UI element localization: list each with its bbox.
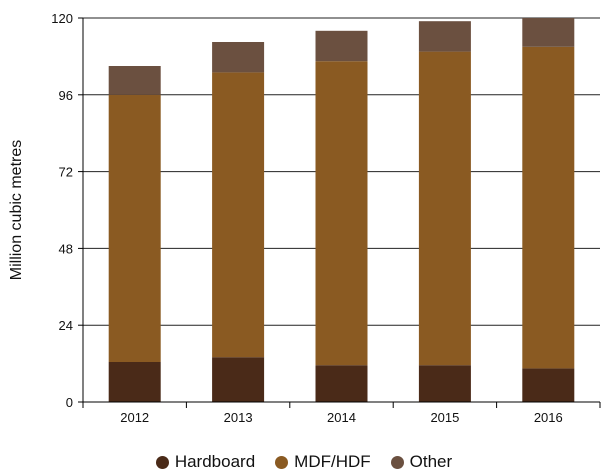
x-tick-labels: 2012 2013 2014 2015 2016: [82, 402, 601, 425]
bar-2012-mdf-hdf: [108, 94, 161, 363]
bar-2016-hardboard: [522, 368, 575, 402]
y-tick-label-72: 72: [59, 165, 73, 180]
bar-2012-other: [108, 66, 161, 95]
y-tick-label-96: 96: [59, 88, 73, 103]
legend-swatch-other: [390, 455, 404, 469]
x-tick-label-2016: 2016: [534, 410, 563, 425]
bar-2016-other: [522, 18, 575, 47]
bar-2014-other: [315, 30, 368, 62]
axes: [82, 18, 600, 403]
y-tick-label-0: 0: [66, 395, 73, 410]
bar-2015-other: [418, 21, 471, 52]
y-tick-label-48: 48: [59, 241, 73, 256]
bar-2013-other: [212, 42, 265, 73]
legend-label-other: Other: [409, 452, 453, 471]
bars: [108, 18, 575, 402]
bar-2013-hardboard: [212, 357, 265, 402]
legend-item-other: Other: [390, 452, 453, 472]
x-tick-label-2014: 2014: [327, 410, 356, 425]
y-tick-labels: 0 24 48 72 96 120: [51, 11, 83, 410]
bar-2015-hardboard: [418, 365, 471, 402]
legend-item-hardboard: Hardboard: [155, 452, 256, 472]
legend-label-hardboard: Hardboard: [174, 452, 256, 471]
legend-label-mdf-hdf: MDF/HDF: [294, 452, 371, 471]
stacked-bar-chart: 0 24 48 72 96 120 2012 2013 2014 2015 2016 Millio…: [8, 11, 601, 425]
legend: Hardboard MDF/HDF Other: [0, 452, 608, 472]
x-tick-label-2013: 2013: [224, 410, 253, 425]
bar-2013-mdf-hdf: [212, 72, 265, 358]
bar-2015-mdf-hdf: [418, 51, 471, 366]
bar-2012-hardboard: [108, 362, 161, 402]
y-tick-label-120: 120: [51, 11, 73, 26]
x-tick-label-2015: 2015: [430, 410, 459, 425]
y-axis-label: Million cubic metres: [8, 140, 25, 280]
bar-2016-mdf-hdf: [522, 46, 575, 369]
legend-swatch-hardboard: [155, 455, 169, 469]
legend-item-mdf-hdf: MDF/HDF: [275, 452, 371, 472]
x-tick-label-2012: 2012: [120, 410, 149, 425]
legend-swatch-mdf-hdf: [275, 455, 289, 469]
y-tick-label-24: 24: [59, 318, 73, 333]
bar-2014-hardboard: [315, 365, 368, 402]
bar-2014-mdf-hdf: [315, 61, 368, 366]
